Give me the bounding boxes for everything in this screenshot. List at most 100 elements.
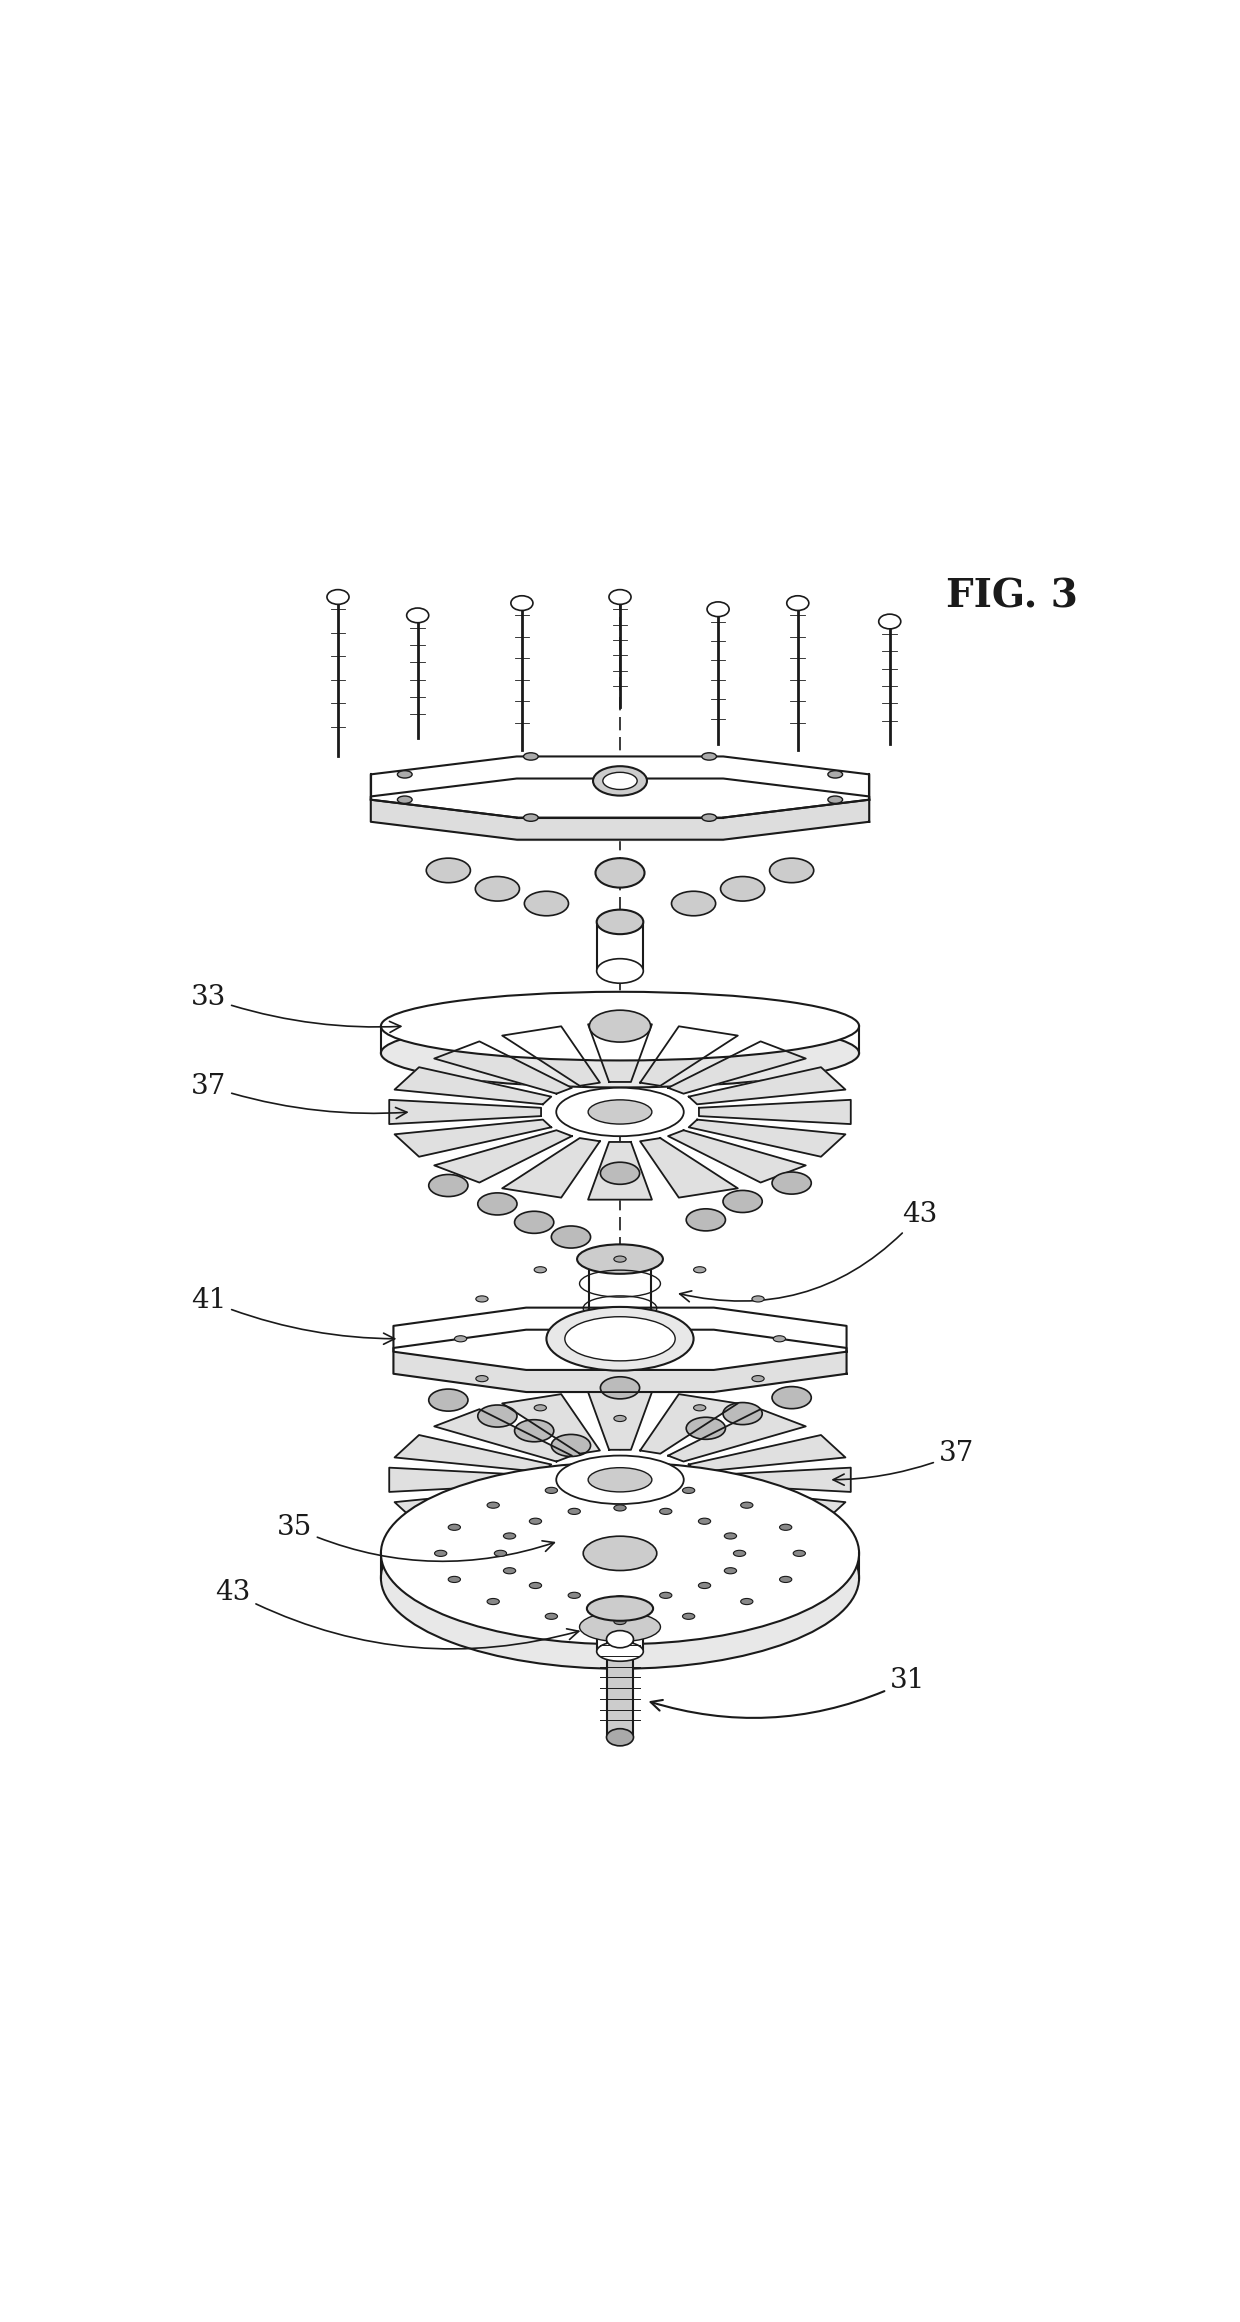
- Ellipse shape: [702, 815, 717, 822]
- Ellipse shape: [547, 1307, 693, 1370]
- Polygon shape: [434, 1040, 572, 1094]
- Polygon shape: [588, 1509, 652, 1567]
- Ellipse shape: [724, 1533, 737, 1539]
- Ellipse shape: [455, 1335, 466, 1342]
- Polygon shape: [688, 1068, 846, 1105]
- Ellipse shape: [583, 1537, 657, 1570]
- Ellipse shape: [720, 875, 765, 901]
- Ellipse shape: [794, 1551, 806, 1556]
- Polygon shape: [688, 1435, 846, 1472]
- Ellipse shape: [487, 1598, 500, 1605]
- Ellipse shape: [381, 1486, 859, 1670]
- Ellipse shape: [672, 892, 715, 915]
- Ellipse shape: [828, 771, 843, 778]
- Ellipse shape: [588, 1468, 652, 1493]
- Polygon shape: [434, 1131, 572, 1182]
- Ellipse shape: [828, 796, 843, 803]
- Ellipse shape: [600, 1163, 640, 1184]
- Polygon shape: [699, 1468, 851, 1493]
- Polygon shape: [371, 799, 517, 841]
- Polygon shape: [434, 1498, 572, 1551]
- Ellipse shape: [660, 1593, 672, 1598]
- Ellipse shape: [770, 859, 813, 882]
- Ellipse shape: [595, 859, 645, 887]
- Ellipse shape: [434, 1551, 446, 1556]
- Ellipse shape: [707, 601, 729, 618]
- Ellipse shape: [693, 1405, 706, 1412]
- Ellipse shape: [381, 991, 859, 1061]
- Ellipse shape: [740, 1502, 753, 1509]
- Ellipse shape: [780, 1523, 792, 1530]
- Ellipse shape: [557, 1087, 683, 1135]
- Polygon shape: [588, 1142, 652, 1200]
- Ellipse shape: [723, 1191, 763, 1212]
- Polygon shape: [688, 1119, 846, 1156]
- Ellipse shape: [606, 1630, 634, 1649]
- Ellipse shape: [614, 1505, 626, 1512]
- Ellipse shape: [327, 590, 348, 604]
- Ellipse shape: [429, 1175, 467, 1196]
- FancyBboxPatch shape: [596, 922, 644, 971]
- Ellipse shape: [503, 1533, 516, 1539]
- Polygon shape: [394, 1488, 552, 1526]
- Ellipse shape: [523, 815, 538, 822]
- Ellipse shape: [529, 1581, 542, 1588]
- Bar: [606, 1639, 634, 1737]
- Ellipse shape: [381, 1463, 859, 1644]
- Ellipse shape: [733, 1551, 745, 1556]
- Polygon shape: [668, 1040, 806, 1094]
- Text: 31: 31: [651, 1667, 925, 1718]
- Polygon shape: [517, 817, 723, 841]
- Text: 37: 37: [191, 1073, 407, 1119]
- Ellipse shape: [596, 1642, 644, 1660]
- Ellipse shape: [476, 1296, 489, 1303]
- Ellipse shape: [381, 1019, 859, 1087]
- Ellipse shape: [614, 1416, 626, 1421]
- Polygon shape: [640, 1138, 738, 1198]
- Ellipse shape: [780, 1577, 792, 1584]
- Ellipse shape: [525, 892, 568, 915]
- Polygon shape: [389, 1468, 541, 1493]
- Ellipse shape: [552, 1226, 590, 1247]
- Ellipse shape: [587, 1595, 653, 1621]
- Text: 33: 33: [191, 985, 401, 1033]
- Ellipse shape: [589, 1010, 651, 1043]
- Polygon shape: [714, 1351, 847, 1391]
- Ellipse shape: [529, 1519, 542, 1523]
- Polygon shape: [526, 1370, 714, 1391]
- Polygon shape: [699, 1101, 851, 1124]
- Polygon shape: [502, 1393, 600, 1454]
- Polygon shape: [588, 1024, 652, 1082]
- Polygon shape: [668, 1409, 806, 1461]
- Ellipse shape: [614, 1481, 626, 1488]
- Ellipse shape: [407, 608, 429, 622]
- Ellipse shape: [702, 752, 717, 759]
- Ellipse shape: [682, 1614, 694, 1618]
- Text: 43: 43: [216, 1579, 579, 1649]
- Ellipse shape: [487, 1502, 500, 1509]
- Ellipse shape: [589, 1314, 651, 1340]
- Ellipse shape: [503, 1567, 516, 1574]
- Ellipse shape: [751, 1296, 764, 1303]
- Ellipse shape: [534, 1405, 547, 1412]
- Ellipse shape: [427, 859, 470, 882]
- Ellipse shape: [477, 1405, 517, 1428]
- Ellipse shape: [698, 1581, 711, 1588]
- Bar: [589, 1259, 651, 1326]
- Ellipse shape: [614, 1618, 626, 1625]
- Polygon shape: [640, 1507, 738, 1565]
- Ellipse shape: [579, 1611, 661, 1642]
- Ellipse shape: [552, 1435, 590, 1456]
- Text: FIG. 3: FIG. 3: [946, 578, 1079, 615]
- Ellipse shape: [588, 1101, 652, 1124]
- Ellipse shape: [568, 1593, 580, 1598]
- Ellipse shape: [397, 796, 412, 803]
- Ellipse shape: [596, 959, 644, 982]
- Polygon shape: [502, 1026, 600, 1087]
- Polygon shape: [394, 1068, 552, 1105]
- Ellipse shape: [495, 1551, 507, 1556]
- Polygon shape: [688, 1488, 846, 1526]
- Ellipse shape: [773, 1386, 811, 1409]
- Ellipse shape: [515, 1212, 554, 1233]
- Ellipse shape: [609, 590, 631, 604]
